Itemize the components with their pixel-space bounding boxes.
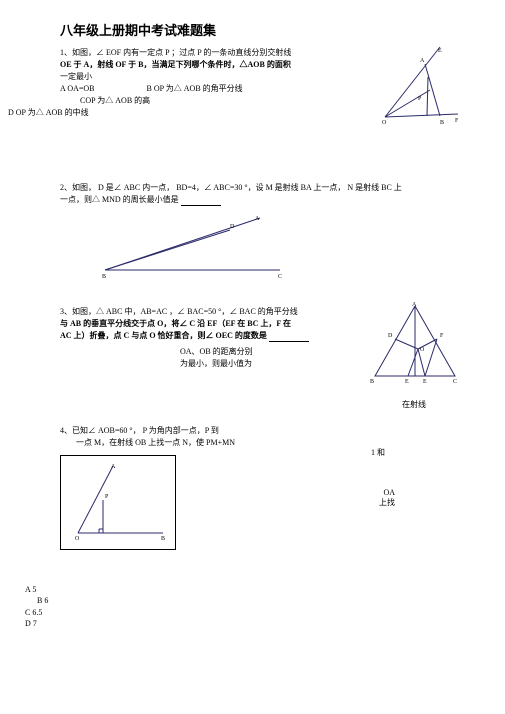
p1-optB: B OP 为△ AOB 的角平分线 — [147, 84, 243, 93]
p1-line2: OE 于 A，射线 OF 于 B，当满足下列哪个条件时，△AOB 的面积 — [60, 59, 320, 71]
svg-text:E: E — [438, 48, 442, 54]
page-title: 八年级上册期中考试难题集 — [60, 20, 445, 39]
svg-text:B: B — [370, 379, 374, 385]
figure-4: O A B P — [60, 455, 176, 550]
p3-rtext3: 在射线 — [402, 400, 465, 410]
svg-text:O: O — [420, 347, 425, 353]
p1-optA: A OA=OB — [60, 84, 95, 93]
svg-text:C: C — [278, 274, 282, 280]
p3-rtext1: OA、OB 的距离分别 — [180, 347, 253, 356]
p3-line1: 3、如图，△ ABC 中，AB=AC ，∠ BAC=50 °，∠ BAC 的角平… — [60, 306, 320, 318]
p4-optB: B 6 — [37, 596, 48, 605]
svg-text:A: A — [255, 216, 260, 222]
figure-1: O E A B F P — [380, 42, 465, 131]
svg-text:F: F — [440, 333, 444, 339]
p4-optD: D 7 — [25, 619, 37, 628]
svg-text:O: O — [382, 120, 387, 126]
svg-text:A: A — [412, 302, 417, 308]
svg-text:D: D — [230, 224, 235, 230]
p4-line1: 4、已知∠ AOB=60 °， P 为角内部一点，P 到 — [60, 425, 320, 437]
problem-4: 4、已知∠ AOB=60 °， P 为角内部一点，P 到 一点 M，在射线 OB… — [60, 425, 445, 449]
p4-r3: 上找 — [379, 497, 395, 509]
svg-text:B: B — [161, 536, 165, 542]
svg-text:A: A — [420, 58, 425, 64]
svg-text:F: F — [455, 118, 459, 124]
svg-text:C: C — [453, 379, 457, 385]
svg-text:O: O — [75, 536, 80, 542]
p4-optA: A 5 — [25, 585, 36, 594]
p4-r1: 1 和 — [371, 447, 385, 459]
p3-line2: 与 AB 的垂直平分线交于点 O，将∠ C 沿 EF（EF 在 BC 上，F 在 — [60, 318, 320, 330]
problem-3: 3、如图，△ ABC 中，AB=AC ，∠ BAC=50 °，∠ BAC 的角平… — [60, 306, 445, 370]
svg-text:B: B — [102, 274, 106, 280]
p3-line3: AC 上）折叠，点 C 与点 O 恰好重合，则∠ OEC 的度数是 — [60, 331, 267, 340]
svg-text:E: E — [423, 379, 427, 385]
p2-line1: 2、如图， D 是∠ ABC 内一点， BD=4，∠ ABC=30 °，设 M … — [60, 182, 440, 194]
p3-blank — [269, 334, 309, 342]
svg-text:E: E — [405, 379, 409, 385]
svg-text:D: D — [388, 333, 393, 339]
p2-blank — [181, 198, 221, 206]
p1-line3: 一定最小 — [60, 71, 320, 83]
p1-optC: COP 为△ AOB 的高 — [80, 95, 320, 107]
svg-text:P: P — [105, 494, 109, 500]
problem-2: 2、如图， D 是∠ ABC 内一点， BD=4，∠ ABC=30 °，设 M … — [60, 182, 445, 206]
p4-line2: 一点 M，在射线 OB 上找一点 N，使 PM+MN — [76, 437, 320, 449]
figure-3: A B C O E E F D 在射线 — [370, 301, 465, 410]
problem-1: 1、如图，∠ EOF 内有一定点 P ；过点 P 的一条动直线分别交射线 OE … — [60, 47, 445, 107]
p1-line1: 1、如图，∠ EOF 内有一定点 P ；过点 P 的一条动直线分别交射线 — [60, 47, 320, 59]
p3-rtext2: 为最小，则最小值为 — [180, 359, 252, 368]
p1-optD: D OP 为△ AOB 的中线 — [8, 107, 89, 118]
svg-text:P: P — [418, 96, 422, 102]
p2-line2: 一点，则△ MND 的周长最小值是 — [60, 195, 179, 204]
figure-2: B A D C — [100, 210, 290, 284]
svg-text:B: B — [440, 120, 444, 126]
svg-text:A: A — [111, 464, 116, 470]
p4-optC: C 6.5 — [25, 608, 42, 617]
